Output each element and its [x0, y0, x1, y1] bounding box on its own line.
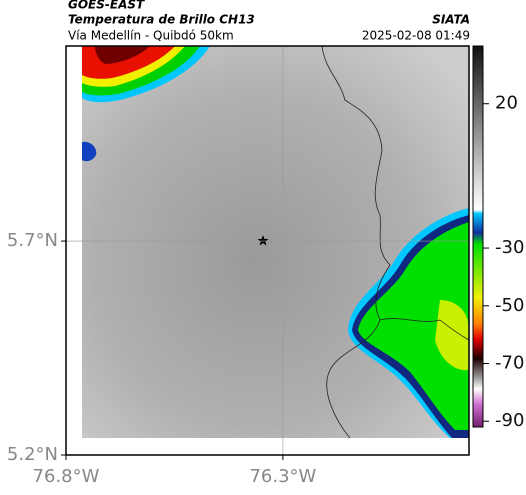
map-border: [65, 45, 470, 456]
source: SIATA: [432, 13, 470, 27]
colorbar-tick-label: 20: [495, 93, 518, 114]
x-tick-label: 76.3°W: [249, 466, 316, 487]
borders: [321, 45, 470, 439]
route: Vía Medellín - Quibdó 50km: [68, 29, 234, 43]
cloud-right: [348, 208, 469, 438]
x-tick-label: 76.8°W: [33, 466, 100, 487]
colorbar-tick-label: -50: [495, 295, 524, 316]
subtitle: Temperatura de Brillo CH13: [68, 13, 255, 27]
colorbar-tick-label: -30: [495, 237, 524, 258]
y-tick-label: 5.7°N: [7, 230, 58, 251]
colorbar: [472, 45, 484, 428]
y-tick-label: 5.2°N: [7, 444, 58, 465]
colorbar-tick-label: -70: [495, 353, 524, 374]
cloud-top-left: [82, 46, 210, 162]
colorbar-tick-label: -90: [495, 410, 524, 431]
timestamp: 2025-02-08 01:49: [362, 29, 470, 43]
city-marker: [257, 235, 269, 246]
title: GOES-EAST: [68, 0, 145, 12]
